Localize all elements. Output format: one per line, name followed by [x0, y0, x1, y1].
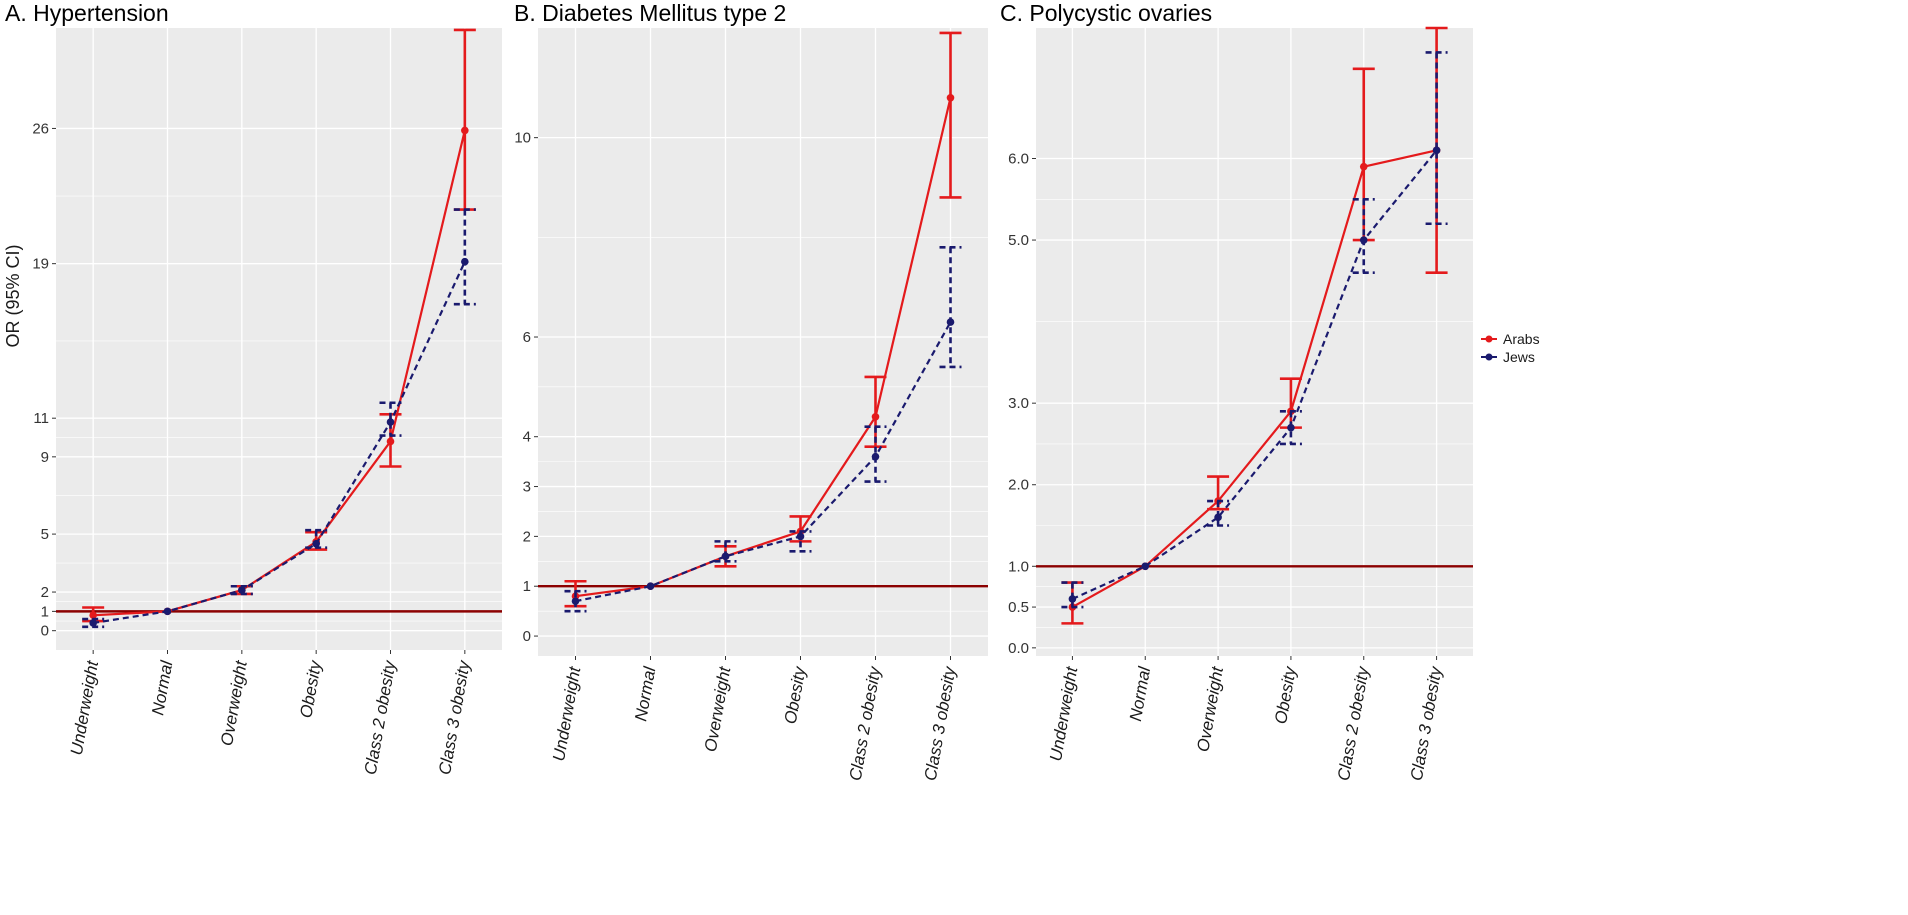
error-bar	[939, 246, 962, 369]
plot-background	[1036, 28, 1473, 656]
y-tick-label: 4	[523, 429, 531, 446]
y-tick-label: 0	[41, 623, 49, 640]
series-line	[92, 261, 466, 625]
legend-label: Arabs	[1503, 331, 1540, 347]
data-point	[1141, 562, 1150, 571]
y-tick-label: 10	[514, 130, 531, 147]
data-point	[646, 582, 655, 591]
series-jews	[1061, 51, 1448, 609]
data-point	[386, 418, 395, 426]
y-tick-label: 0.0	[1008, 640, 1029, 657]
series-jews	[82, 208, 476, 629]
y-tick-label: 0.5	[1008, 599, 1029, 616]
y-tick-label: 1	[41, 603, 49, 620]
data-point	[1068, 595, 1077, 603]
legend-key-point	[1485, 335, 1493, 343]
series-jews	[564, 246, 962, 613]
plot-background	[56, 28, 502, 650]
error-bar	[939, 31, 962, 199]
data-point	[946, 93, 955, 102]
y-tick-label: 26	[32, 120, 49, 137]
legend-key-point	[1485, 353, 1493, 361]
panel-title: A. Hypertension	[5, 0, 169, 26]
data-point	[1287, 423, 1295, 432]
data-point	[796, 532, 805, 541]
error-bar	[453, 208, 476, 306]
data-point	[1359, 162, 1368, 171]
data-point	[163, 607, 172, 616]
y-tick-label: 3	[523, 479, 531, 496]
data-point	[1359, 236, 1368, 244]
data-point	[946, 318, 955, 326]
y-tick-label: 9	[41, 449, 49, 466]
data-point	[871, 452, 880, 461]
series-line	[1071, 149, 1438, 600]
y-tick-label: 5.0	[1008, 232, 1029, 249]
error-bar	[379, 401, 402, 437]
series-line	[1071, 149, 1437, 609]
data-point	[461, 126, 469, 135]
data-point	[571, 597, 580, 605]
data-point	[1214, 513, 1222, 522]
data-point	[871, 412, 880, 421]
data-point	[238, 586, 246, 594]
y-tick-label: 6	[523, 329, 531, 346]
error-bar	[714, 540, 737, 563]
legend-label: Jews	[1503, 349, 1535, 365]
plot-background	[538, 28, 988, 656]
panel-diabetes: B. Diabetes Mellitus type 2 01234610Unde…	[514, 0, 988, 782]
data-point	[386, 437, 395, 446]
error-bar	[1279, 410, 1302, 446]
error-bar	[564, 589, 587, 613]
series-line	[575, 321, 952, 603]
y-tick-label: 2	[523, 528, 531, 545]
y-tick-label: 11	[33, 410, 49, 427]
data-point	[1432, 146, 1441, 155]
data-point	[721, 552, 730, 561]
y-tick-label: 6.0	[1008, 150, 1029, 167]
y-tick-label: 1.0	[1008, 558, 1029, 575]
error-bar	[864, 425, 887, 483]
error-bar	[1352, 197, 1375, 274]
legend: Arabs Jews	[1481, 331, 1540, 365]
series-line	[93, 130, 466, 617]
error-bar	[1061, 581, 1084, 609]
legend-item-arabs: Arabs	[1481, 331, 1540, 347]
y-tick-label: 19	[32, 256, 49, 273]
data-point	[89, 619, 97, 627]
y-axis-label: OR (95% CI)	[3, 244, 23, 347]
y-tick-label: 1	[523, 578, 531, 595]
y-tick-label: 5	[41, 526, 49, 543]
panel-title: B. Diabetes Mellitus type 2	[514, 0, 786, 26]
error-bar	[864, 375, 887, 448]
y-tick-label: 2.0	[1008, 477, 1029, 494]
data-point	[461, 257, 469, 266]
legend-item-jews: Jews	[1481, 349, 1535, 365]
error-bar	[1425, 51, 1448, 226]
y-tick-label: 2	[41, 584, 49, 601]
data-point	[312, 539, 320, 548]
error-bar	[1207, 499, 1230, 527]
panel-hypertension: A. Hypertension OR (95% CI) 01259111926U…	[3, 0, 502, 776]
panel-title: C. Polycystic ovaries	[1000, 0, 1212, 26]
data-point	[89, 611, 97, 620]
y-tick-label: 0	[523, 628, 531, 645]
y-tick-label: 3.0	[1008, 395, 1029, 412]
